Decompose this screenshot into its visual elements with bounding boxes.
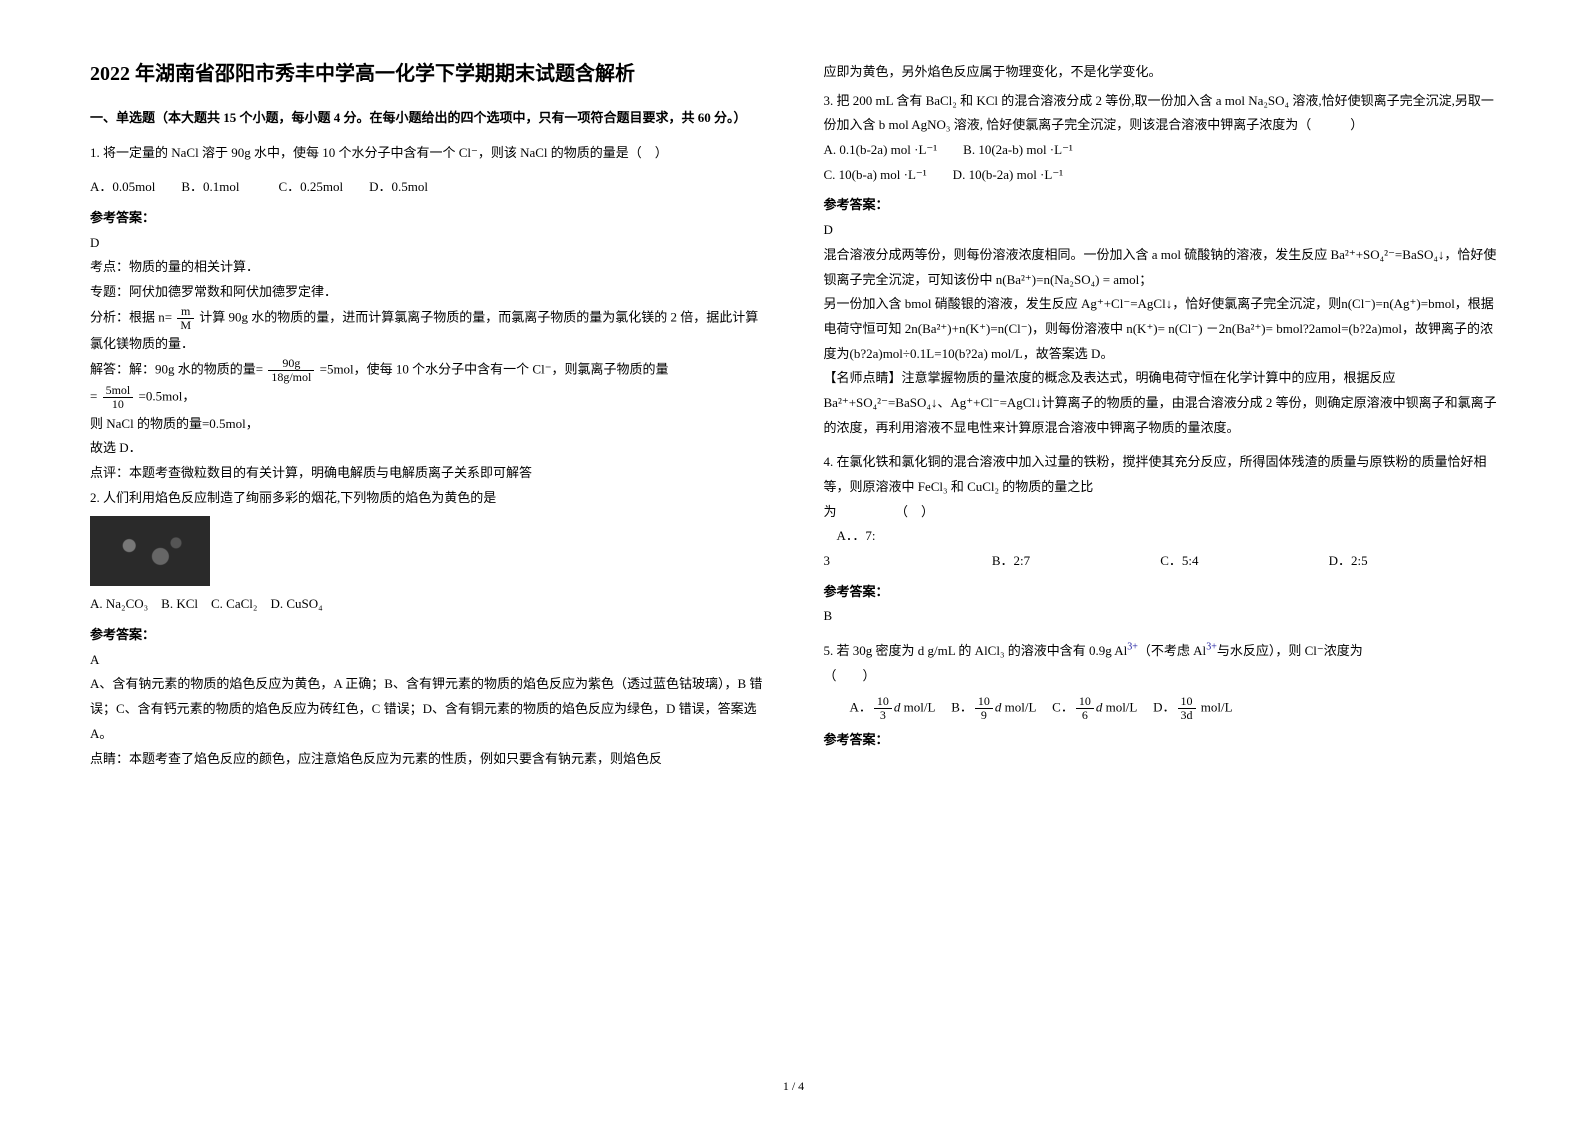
- q3-options-2: C. 10(b-a) mol ·L⁻¹ D. 10(b-2a) mol ·L⁻¹: [824, 163, 1498, 188]
- q4-opt-a2: 3: [824, 549, 992, 574]
- q1-jieda-2: = 5mol 10 =0.5mol，: [90, 384, 764, 411]
- q1-stem: 1. 将一定量的 NaCl 溶于 90g 水中，使每 10 个水分子中含有一个 …: [90, 141, 764, 166]
- superscript: 3+: [1127, 642, 1138, 653]
- q1-fenxi: 分析：根据 n= m M 计算 90g 水的物质的量，进而计算氯离子物质的量，而…: [90, 305, 764, 357]
- numerator: 10: [874, 695, 892, 709]
- denominator: 3d: [1178, 709, 1196, 722]
- denominator: 3: [874, 709, 892, 722]
- q2-continuation: 应即为黄色，另外焰色反应属于物理变化，不是化学变化。: [824, 60, 1498, 85]
- question-2: 2. 人们利用焰色反应制造了绚丽多彩的烟花,下列物质的焰色为黄色的是 A. Na…: [90, 486, 764, 772]
- fraction: 90g 18g/mol: [268, 357, 314, 384]
- answer-label: 参考答案：: [90, 623, 764, 648]
- fraction: 103: [874, 695, 892, 722]
- denominator: 18g/mol: [268, 371, 314, 384]
- q3-explain-3: 【名师点睛】注意掌握物质的量浓度的概念及表达式，明确电荷守恒在化学计算中的应用，…: [824, 366, 1498, 440]
- q4-options-row: 3 B．2:7 C．5:4 D．2:5: [824, 549, 1498, 574]
- q3-explain-1: 混合溶液分成两等份，则每份溶液浓度相同。一份加入含 a mol 硫酸钠的溶液，发…: [824, 243, 1498, 292]
- unit: mol/L: [1102, 699, 1137, 714]
- page-number: 1 / 4: [0, 1079, 1587, 1094]
- q4-opt-d: D．2:5: [1329, 549, 1497, 574]
- text: =5mol，使每 10 个水分子中含有一个 Cl⁻，则氯离子物质的量: [320, 362, 669, 377]
- numerator: 5mol: [103, 384, 134, 398]
- question-1: 1. 将一定量的 NaCl 溶于 90g 水中，使每 10 个水分子中含有一个 …: [90, 141, 764, 486]
- q4-answer: B: [824, 604, 1498, 629]
- fireworks-image: [90, 516, 210, 586]
- q4-opt-b: B．2:7: [992, 549, 1160, 574]
- q2-explain-2: 点睛：本题考查了焰色反应的颜色，应注意焰色反应为元素的性质，例如只要含有钠元素，…: [90, 747, 764, 772]
- numerator: m: [177, 305, 194, 319]
- q3-stem: 3. 把 200 mL 含有 BaCl₂ 和 KCl 的混合溶液分成 2 等份,…: [824, 89, 1498, 138]
- text: （不考虑 Al: [1138, 643, 1206, 658]
- text: 解答：解：90g 水的物质的量=: [90, 362, 263, 377]
- q1-jieda-4: 故选 D．: [90, 436, 764, 461]
- denominator: M: [177, 319, 194, 332]
- fraction: 109: [975, 695, 993, 722]
- answer-label: 参考答案：: [824, 728, 1498, 753]
- q4-stem: 4. 在氯化铁和氯化铜的混合溶液中加入过量的铁粉，搅拌使其充分反应，所得固体残渣…: [824, 450, 1498, 499]
- q4-option-a: A．．7:: [824, 524, 1498, 549]
- q1-jieda-3: 则 NaCl 的物质的量=0.5mol，: [90, 412, 764, 437]
- section-1-heading: 一、单选题（本大题共 15 个小题，每小题 4 分。在每小题给出的四个选项中，只…: [90, 106, 764, 131]
- fraction: 106: [1076, 695, 1094, 722]
- unit: mol/L: [900, 699, 935, 714]
- q3-answer: D: [824, 218, 1498, 243]
- fraction: m M: [177, 305, 194, 332]
- q5-stem: 5. 若 30g 密度为 d g/mL 的 AlCl₃ 的溶液中含有 0.9g …: [824, 639, 1498, 688]
- denominator: 10: [103, 398, 134, 411]
- q3-options-1: A. 0.1(b-2a) mol ·L⁻¹ B. 10(2a-b) mol ·L…: [824, 138, 1498, 163]
- q4-stem-2: 为 （ ）: [824, 500, 1498, 525]
- text: 分析：根据 n=: [90, 309, 172, 324]
- answer-label: 参考答案：: [824, 580, 1498, 605]
- q1-dianping: 点评：本题考查微粒数目的有关计算，明确电解质与电解质离子关系即可解答: [90, 461, 764, 486]
- question-5: 5. 若 30g 密度为 d g/mL 的 AlCl₃ 的溶液中含有 0.9g …: [824, 639, 1498, 752]
- q2-explain-1: A、含有钠元素的物质的焰色反应为黄色，A 正确；B、含有钾元素的物质的焰色反应为…: [90, 672, 764, 746]
- q2-answer: A: [90, 648, 764, 673]
- numerator: 10: [975, 695, 993, 709]
- q1-options: A．0.05mol B．0.1mol C．0.25mol D．0.5mol: [90, 175, 764, 200]
- question-4: 4. 在氯化铁和氯化铜的混合溶液中加入过量的铁粉，搅拌使其充分反应，所得固体残渣…: [824, 450, 1498, 629]
- denominator: 9: [975, 709, 993, 722]
- unit: mol/L: [1001, 699, 1036, 714]
- q1-answer: D: [90, 231, 764, 256]
- fraction: 5mol 10: [103, 384, 134, 411]
- fraction: 103d: [1178, 695, 1196, 722]
- question-3: 3. 把 200 mL 含有 BaCl₂ 和 KCl 的混合溶液分成 2 等份,…: [824, 89, 1498, 441]
- denominator: 6: [1076, 709, 1094, 722]
- q5-options: A．103d mol/L B．109d mol/L C．106d mol/L D…: [824, 695, 1498, 722]
- answer-label: 参考答案：: [90, 206, 764, 231]
- text: 5. 若 30g 密度为 d g/mL 的 AlCl₃ 的溶液中含有 0.9g …: [824, 643, 1128, 658]
- q2-stem: 2. 人们利用焰色反应制造了绚丽多彩的烟花,下列物质的焰色为黄色的是: [90, 486, 764, 511]
- unit: mol/L: [1198, 699, 1233, 714]
- numerator: 10: [1076, 695, 1094, 709]
- q1-jieda: 解答：解：90g 水的物质的量= 90g 18g/mol =5mol，使每 10…: [90, 357, 764, 384]
- superscript: 3+: [1206, 642, 1217, 653]
- page: 2022 年湖南省邵阳市秀丰中学高一化学下学期期末试题含解析 一、单选题（本大题…: [0, 0, 1587, 801]
- numerator: 90g: [268, 357, 314, 371]
- q3-explain-2: 另一份加入含 bmol 硝酸银的溶液，发生反应 Ag⁺+Cl⁻=AgCl↓，恰好…: [824, 292, 1498, 366]
- q2-options: A. Na₂CO₃ B. KCl C. CaCl₂ D. CuSO₄: [90, 592, 764, 617]
- doc-title: 2022 年湖南省邵阳市秀丰中学高一化学下学期期末试题含解析: [90, 60, 764, 88]
- answer-label: 参考答案：: [824, 193, 1498, 218]
- text: =: [90, 389, 101, 404]
- q1-zhuanti: 专题：阿伏加德罗常数和阿伏加德罗定律．: [90, 280, 764, 305]
- right-column: 应即为黄色，另外焰色反应属于物理变化，不是化学变化。 3. 把 200 mL 含…: [824, 60, 1498, 771]
- q4-opt-c: C．5:4: [1160, 549, 1328, 574]
- left-column: 2022 年湖南省邵阳市秀丰中学高一化学下学期期末试题含解析 一、单选题（本大题…: [90, 60, 764, 771]
- numerator: 10: [1178, 695, 1196, 709]
- text: =0.5mol，: [139, 389, 196, 404]
- q1-kaodian: 考点：物质的量的相关计算．: [90, 255, 764, 280]
